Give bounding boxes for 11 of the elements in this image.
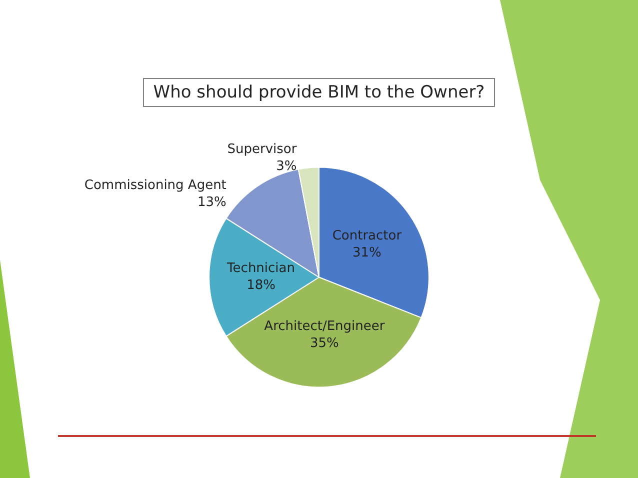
- data-label: 18%: [246, 278, 276, 294]
- slice-label: Supervisor: [227, 142, 298, 157]
- slice-label: Contractor: [332, 228, 402, 244]
- chart-title: Who should provide BIM to the Owner?: [153, 82, 485, 102]
- data-label: 3%: [276, 158, 297, 174]
- data-label: 31%: [352, 246, 382, 261]
- data-label: 13%: [198, 194, 226, 210]
- slice-label: Commissioning Agent: [84, 178, 226, 193]
- slice-label: Technician: [226, 261, 295, 276]
- data-label: 35%: [310, 336, 339, 351]
- slice-label: Architect/Engineer: [264, 318, 386, 334]
